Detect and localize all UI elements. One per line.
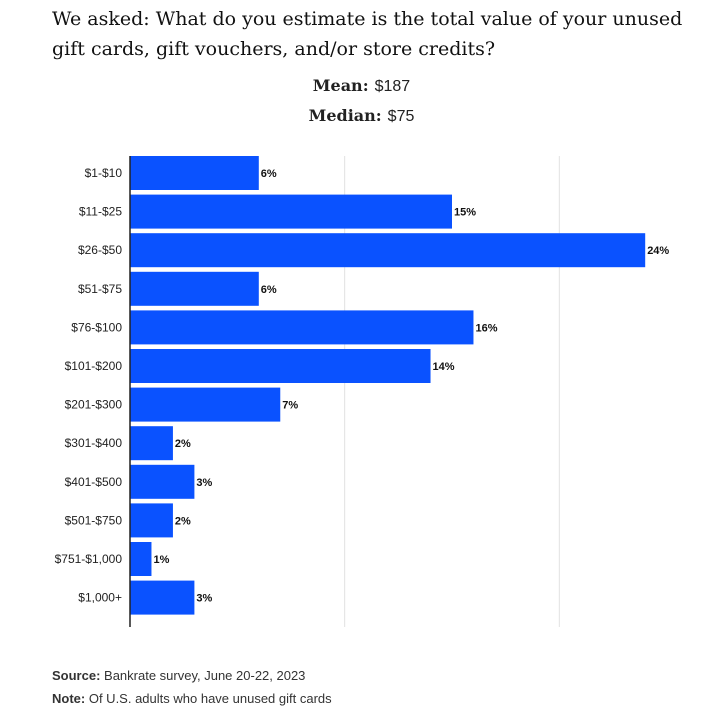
median-label: Median: (308, 106, 382, 125)
data-label: 16% (475, 322, 497, 334)
category-label: $201-$300 (65, 398, 123, 412)
data-label: 24% (647, 245, 669, 257)
data-label: 15% (454, 207, 476, 219)
bar (130, 194, 452, 229)
category-label: $751-$1,000 (55, 552, 123, 566)
category-label: $1,000+ (78, 591, 122, 605)
note-label: Note: (52, 691, 86, 706)
bar (130, 233, 646, 268)
category-label: $501-$750 (65, 513, 123, 527)
median-value: $75 (387, 108, 415, 125)
source-line: Source: Bankrate survey, June 20-22, 202… (52, 668, 305, 683)
data-label: 2% (175, 438, 191, 450)
mean-stat: Mean: $187 (0, 76, 723, 96)
category-label: $26-$50 (78, 243, 122, 257)
data-label: 6% (261, 168, 277, 180)
category-label: $1-$10 (85, 166, 123, 180)
median-stat: Median: $75 (0, 106, 723, 126)
category-label: $51-$75 (78, 282, 122, 296)
data-label: 6% (261, 284, 277, 296)
category-label: $11-$25 (79, 205, 122, 219)
bar (130, 271, 259, 306)
bar (130, 156, 259, 190)
source-text: Bankrate survey, June 20-22, 2023 (104, 668, 306, 683)
mean-value: $187 (374, 78, 411, 95)
category-label: $76-$100 (71, 320, 122, 334)
mean-label: Mean: (312, 76, 369, 95)
bar (130, 349, 431, 383)
category-label: $301-$400 (65, 436, 123, 450)
bar (130, 503, 173, 538)
bar (130, 310, 474, 345)
data-label: 3% (196, 477, 212, 489)
data-label: 3% (196, 593, 212, 605)
data-label: 1% (153, 554, 169, 566)
bar (130, 542, 152, 576)
data-label: 2% (175, 515, 191, 527)
bar (130, 464, 195, 499)
note-line: Note: Of U.S. adults who have unused gif… (52, 691, 332, 706)
data-label: 14% (433, 361, 455, 373)
bar (130, 387, 281, 422)
bar (130, 426, 173, 461)
data-label: 7% (282, 400, 298, 412)
bar (130, 580, 195, 615)
source-label: Source: (52, 668, 101, 683)
chart-title: We asked: What do you estimate is the to… (52, 8, 683, 60)
bar-chart: $1-$10 6% $11-$25 15% $26-$50 24% $51-$75 6% $76… (55, 156, 669, 627)
category-label: $401-$500 (65, 475, 123, 489)
category-label: $101-$200 (65, 359, 123, 373)
note-text: Of U.S. adults who have unused gift card… (88, 691, 332, 706)
